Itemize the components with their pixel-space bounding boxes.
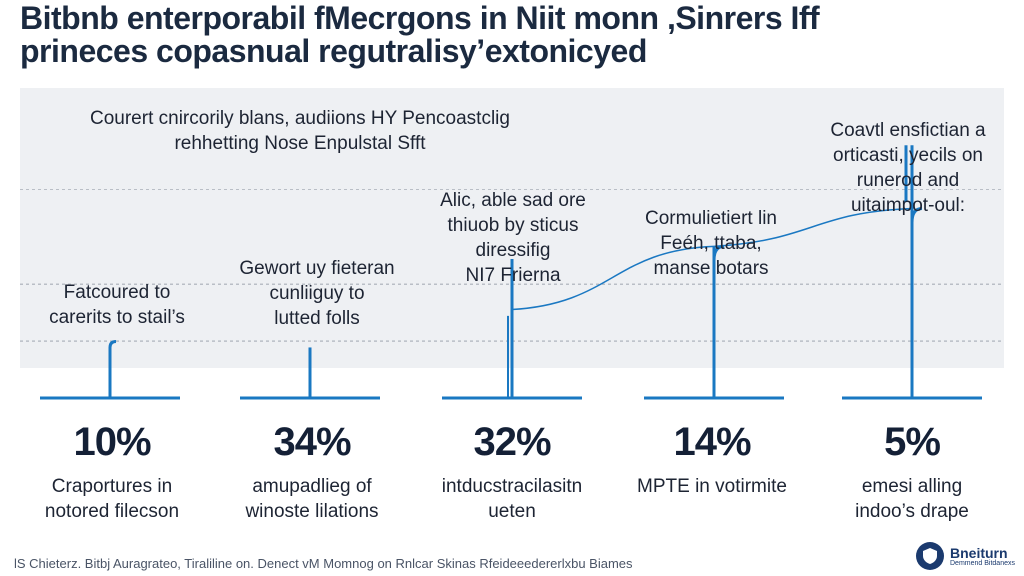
annotation-line: Coavtl ensfictian a [830,120,986,141]
annotation-line: manse botars [653,258,769,279]
category-label: amupadlieg of winoste lilations [202,474,422,524]
annotation-top: Courert cnircorily blans, audiions HY Pe… [90,106,510,156]
chart-title: Bitbnb enterporabil fMecrgons in Niit mo… [20,2,1010,68]
annotation-4: Cormulietiert lin Feéh, ttaba, manse bot… [616,206,806,281]
annotation-line: Gewort uy fieteran [239,258,395,279]
category-label-line: Craportures in [51,476,173,497]
category-label-line: emesi alling [861,476,963,497]
annotation-line: runerod and [856,170,960,191]
trend-line [511,207,913,311]
annotation-line: rehhetting Nose Enpulstal Sfft [174,133,426,154]
annotation-line: uitaimpot-oul: [850,195,966,216]
value-label: 14% [673,420,751,464]
annotation-3: Alic, able sad ore thiuob by sticus dire… [418,188,608,288]
category-label: intducstracilasitn ueten [402,474,622,524]
category-label-line: MPTE in votirmite [637,476,787,497]
annotation-1: Fatcoured to carerits to stail’s [22,280,212,330]
value-label: 32% [473,420,551,464]
annotation-line: cunliiguy to [269,283,365,304]
category-label: MPTE in votirmite [602,474,822,499]
annotation-line: Cormulietiert lin [645,208,777,229]
value-label: 34% [273,420,351,464]
value-label: 5% [884,420,941,464]
annotation-line: Fatcoured to [63,282,171,303]
annotation-line: thiuob by sticus [447,215,579,236]
annotation-line: NI7 Frierna [465,265,561,286]
category-label-line: winoste lilations [245,501,379,522]
annotation-5: Coavtl ensfictian a orticasti, yecils on… [810,118,1006,218]
category-label-line: notored filecson [44,501,180,522]
annotation-line: Courert cnircorily blans, audiions HY Pe… [90,108,510,129]
brand-name: Bneiturn [950,544,1008,561]
annotation-line: Feéh, ttaba, [660,233,762,254]
category-label-line: intducstracilasitn [441,476,583,497]
annotation-line: orticasti, yecils on [833,145,983,166]
trend-joint [910,206,923,223]
value-label: 10% [73,420,151,464]
source-footer: lS Chieterz. Bitbj Auragrateo, Tiralilin… [14,556,633,571]
annotation-2: Gewort uy fieteran cunliiguy to lutted f… [222,256,412,331]
brand-subtitle: Demmend Bitdanexs [950,559,1015,567]
shield-icon [916,542,944,570]
stem-hook [108,339,117,348]
title-line-2: prineces copasnual regutralisy’extonicye… [20,33,647,69]
annotation-line: carerits to stail’s [49,307,185,328]
category-label-line: indoo’s drape [855,501,969,522]
brand-logo: Bneiturn Demmend Bitdanexs [916,540,1015,572]
annotation-line: diressifig [475,240,551,261]
annotation-line: lutted folls [274,308,360,329]
category-label-line: amupadlieg of [252,476,372,497]
category-label: Craportures in notored filecson [2,474,222,524]
trend-joint [712,244,725,261]
annotation-line: Alic, able sad ore [440,190,586,211]
title-line-1: Bitbnb enterporabil fMecrgons in Niit mo… [20,0,820,36]
category-label: emesi alling indoo’s drape [802,474,1022,524]
category-label-line: ueten [488,501,536,522]
